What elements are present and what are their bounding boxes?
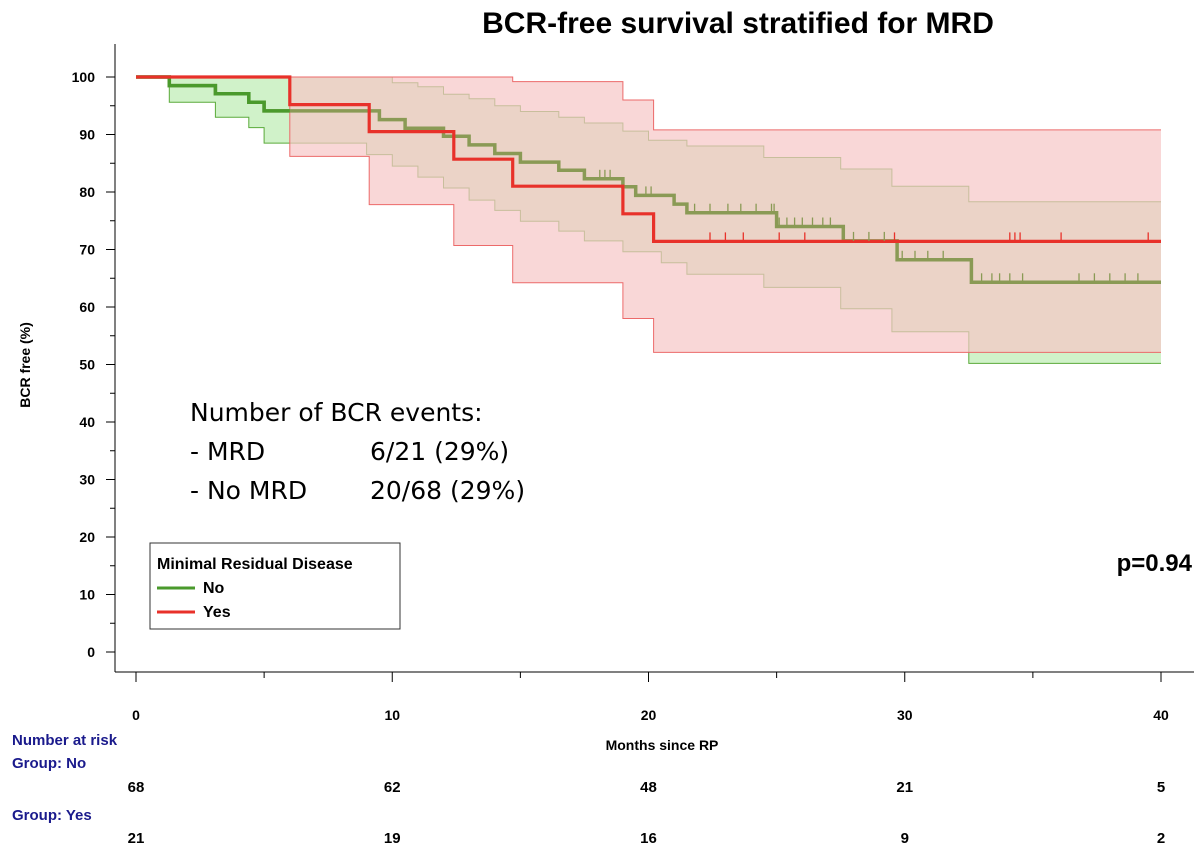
legend: Minimal Residual Disease No Yes: [149, 542, 401, 630]
y-tick-label: 30: [79, 472, 95, 488]
survival-curves: [136, 75, 1161, 285]
survival-line-no-early: [136, 75, 290, 113]
legend-box: [149, 542, 401, 630]
survival-line-yes: [136, 75, 1161, 243]
risk-group-yes-label: Group: Yes: [12, 807, 92, 824]
x-tick-label: 30: [897, 707, 913, 723]
x-tick-label: 40: [1153, 707, 1169, 723]
risk-count-yes: 19: [384, 830, 401, 847]
x-tick-label: 20: [641, 707, 657, 723]
risk-count-no: 5: [1157, 779, 1165, 796]
risk-count-yes: 9: [901, 830, 909, 847]
risk-count-no: 21: [896, 779, 913, 796]
legend-label-no: No: [203, 580, 225, 597]
legend-label-yes: Yes: [203, 604, 231, 621]
risk-count-yes: 21: [128, 830, 145, 847]
events-no-mrd-value: 20/68 (29%): [370, 476, 525, 505]
y-tick-label: 50: [79, 357, 95, 373]
risk-count-yes: 2: [1157, 830, 1165, 847]
confidence-bands: [136, 76, 1161, 364]
y-axis-label: BCR free (%): [17, 322, 33, 408]
events-mrd-value: 6/21 (29%): [370, 437, 509, 466]
y-tick-label: 70: [79, 242, 95, 258]
chart-title: BCR-free survival stratified for MRD: [482, 7, 994, 40]
legend-title: Minimal Residual Disease: [157, 556, 353, 573]
y-tick-label: 80: [79, 184, 95, 200]
x-tick-label: 0: [132, 707, 140, 723]
p-value: p=0.94: [1117, 550, 1193, 577]
plot-area: [136, 75, 1161, 364]
censor-marks: [599, 169, 1149, 283]
risk-count-no: 68: [128, 779, 145, 796]
risk-group-no-label: Group: No: [12, 755, 86, 772]
events-no-mrd-label: - No MRD: [190, 476, 307, 505]
y-tick-label: 0: [87, 644, 95, 660]
x-axis-label: Months since RP: [606, 737, 719, 753]
ci-lower-yes: [136, 76, 1161, 353]
y-tick-label: 100: [72, 69, 96, 85]
risk-count-no: 62: [384, 779, 401, 796]
events-title: Number of BCR events:: [190, 398, 483, 427]
y-tick-label: 20: [79, 529, 95, 545]
risk-table: Number at risk Group: No Group: Yes 68 62…: [12, 732, 1165, 847]
events-mrd-label: - MRD: [190, 437, 265, 466]
events-annotation: Number of BCR events: - MRD 6/21 (29%) -…: [190, 398, 525, 505]
x-tick-label: 10: [384, 707, 400, 723]
risk-table-heading: Number at risk: [12, 732, 118, 749]
risk-count-no: 48: [640, 779, 657, 796]
y-tick-label: 90: [79, 127, 95, 143]
y-tick-label: 60: [79, 299, 95, 315]
ci-upper-yes: [136, 76, 1161, 131]
risk-count-yes: 16: [640, 830, 657, 847]
axes: 0 10 20 30 40 50 60 70 80 90 100 0 10 20 30 40: [72, 44, 1194, 723]
y-tick-label: 10: [79, 587, 95, 603]
y-tick-label: 40: [79, 414, 95, 430]
